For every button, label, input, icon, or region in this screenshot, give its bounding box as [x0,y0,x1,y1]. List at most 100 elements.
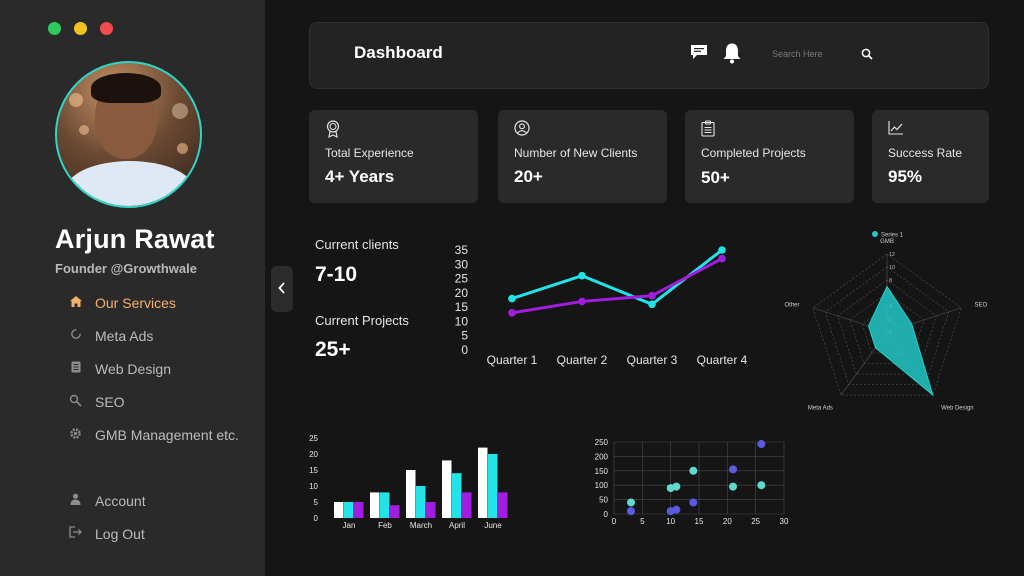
bar [452,473,462,518]
search-input[interactable] [772,45,862,63]
message-icon[interactable] [690,44,708,60]
sidebar-nav: Our Services Meta Ads Web Design SEO GMB… [68,286,239,451]
scatter-point [672,505,681,514]
data-point [648,291,656,300]
data-point [718,246,726,254]
y-tick-label: 30 [455,257,469,271]
scatter-chart: 0 50 100 150 200 250 0 5 10 15 20 25 30 [595,438,789,526]
radar-axis-label: SEO [974,303,987,309]
stat-card-experience: Total Experience 4+ Years [309,110,478,203]
x-tick-label: Quarter 3 [627,353,678,367]
profile-name: Arjun Rawat [55,224,215,254]
y-tick-label: 0 [604,510,609,519]
bar [380,492,390,518]
header-bar: Dashboard [309,22,989,89]
radar-ring [812,253,962,396]
logout-icon [68,526,83,541]
scatter-point [627,498,635,507]
y-tick-label: 50 [599,496,608,505]
y-tick-label: 25 [455,272,469,286]
y-tick-label: 20 [309,450,318,459]
window-minimize-button[interactable] [74,22,87,35]
data-point [718,254,726,263]
bar [370,492,380,518]
sidebar-item-gmb-management[interactable]: GMB Management etc. [68,418,239,451]
y-tick-label: 0 [461,343,468,357]
trend-icon [888,120,904,138]
scatter-point [689,466,698,475]
series-line [511,248,723,307]
radar-axis-label: Web Design [941,405,974,411]
stat-value: 4+ Years [325,167,395,186]
x-tick-label: Quarter 1 [487,353,538,367]
stat-value: 50+ [701,168,730,187]
window-controls [48,22,113,35]
user-icon [68,493,83,508]
monthly-bar-chart: 0 5 10 15 20 25 Jan Feb March April June [309,434,508,530]
radar-tick-label: 12 [889,252,895,258]
window-maximize-button[interactable] [100,22,113,35]
chevron-left-icon [278,281,286,297]
window-close-button[interactable] [48,22,61,35]
data-point [648,300,656,309]
x-tick-label: 0 [612,517,617,526]
sidebar-item-web-design[interactable]: Web Design [68,352,239,385]
sidebar-item-account[interactable]: Account [68,484,146,517]
x-tick-label: Feb [378,521,392,530]
sidebar-item-our-services[interactable]: Our Services [68,286,239,319]
stat-label: Success Rate [888,146,963,160]
sidebar-item-log-out[interactable]: Log Out [68,517,146,550]
page-title: Dashboard [354,43,443,62]
y-tick-label: 150 [595,467,609,476]
y-tick-label: 250 [595,438,609,447]
sidebar-item-label: Log Out [95,525,145,542]
sidebar-item-label: Our Services [95,294,176,311]
stat-label: Number of New Clients [514,146,638,160]
collapse-sidebar-button[interactable] [271,266,293,312]
y-tick-label: 35 [455,243,469,257]
stat-card-completed-projects: Completed Projects 50+ [685,110,854,203]
document-icon [68,361,83,376]
radar-ring [837,279,937,375]
bar [478,447,488,518]
clipboard-icon [701,120,717,138]
y-tick-label: 15 [309,466,318,475]
sidebar: Arjun Rawat Founder @Growthwale Our Serv… [0,0,265,576]
sidebar-item-seo[interactable]: SEO [68,385,239,418]
bar [390,505,400,518]
y-tick-label: 15 [455,300,469,314]
sidebar-item-label: Web Design [95,360,172,377]
notification-bell-icon[interactable] [722,42,742,64]
radar-axis-label: Meta Ads [808,405,833,411]
bar [498,492,508,518]
sidebar-item-label: SEO [95,393,125,410]
bar [462,492,472,518]
bar [334,502,344,518]
y-tick-label: 5 [314,498,319,507]
stat-card-new-clients: Number of New Clients 20+ [498,110,667,203]
sidebar-item-label: Account [95,492,146,509]
x-tick-label: 15 [695,517,704,526]
radar-axis-label: GMB [880,239,894,245]
sidebar-account-nav: Account Log Out [68,484,146,550]
bar [426,502,436,518]
search-icon[interactable] [861,47,875,61]
y-tick-label: 100 [595,481,609,490]
gear-icon [68,427,83,443]
sidebar-item-meta-ads[interactable]: Meta Ads [68,319,239,352]
current-clients-value: 7-10 [315,263,358,286]
bar [442,460,452,518]
radar-tick-label: 8 [889,278,892,284]
bar [354,502,364,518]
scatter-point [627,507,635,516]
sidebar-item-label: Meta Ads [95,327,154,344]
stat-value: 20+ [514,167,543,186]
bar [488,454,498,518]
search-icon [68,394,83,410]
scatter-point [757,481,766,490]
scatter-point [729,465,737,474]
y-tick-label: 5 [461,329,468,343]
current-projects-label: Current Projects [315,313,409,328]
bar [344,502,354,518]
